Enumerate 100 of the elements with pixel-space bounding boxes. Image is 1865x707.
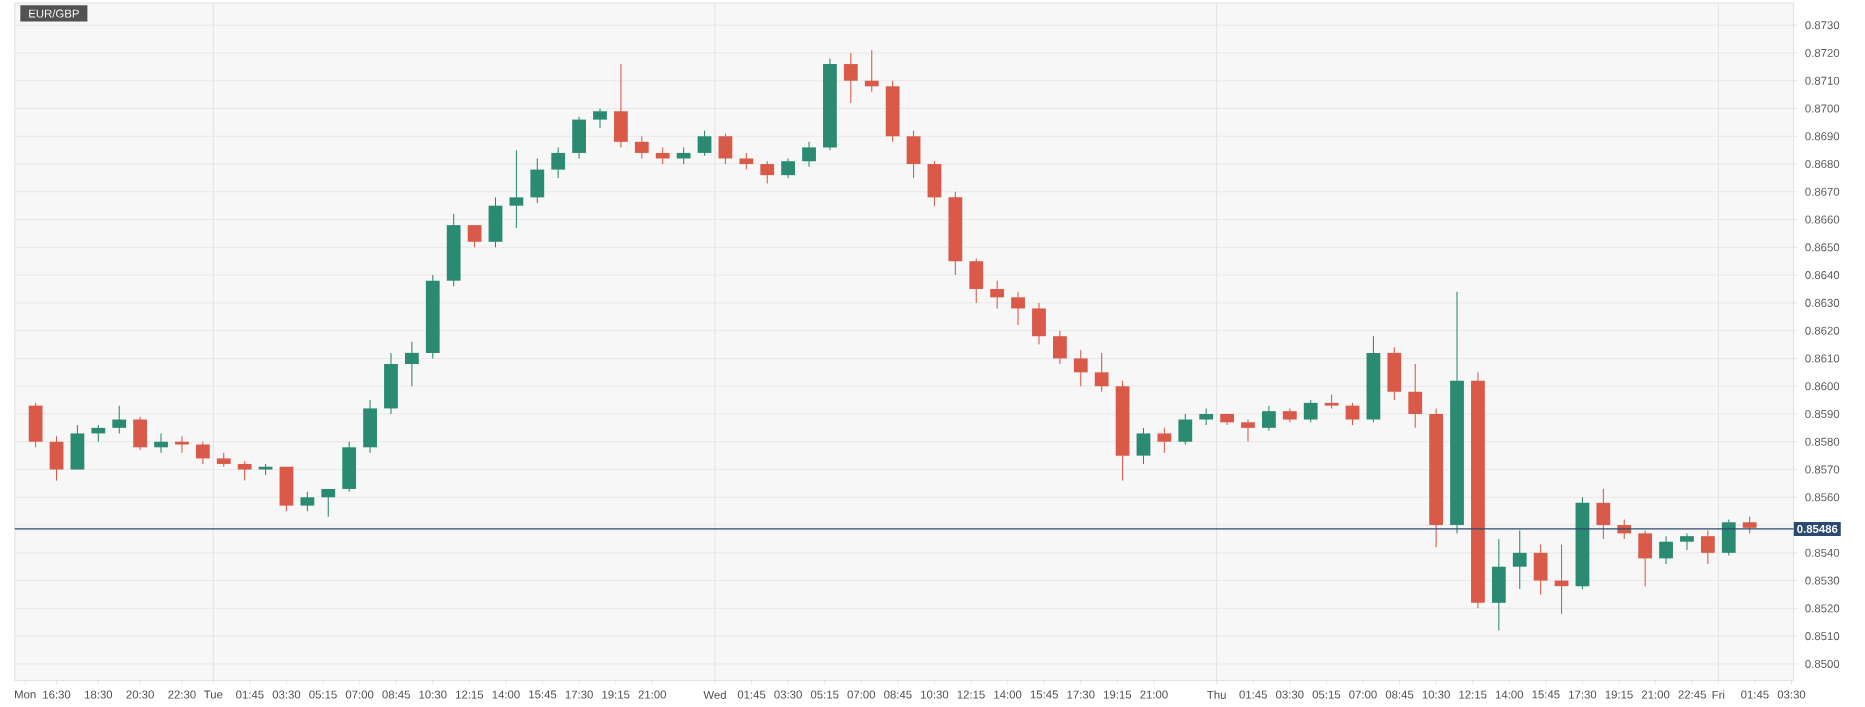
x-tick-label: 12:15 bbox=[1459, 690, 1487, 699]
candlestick bbox=[1178, 413, 1193, 445]
candlestick bbox=[634, 135, 649, 159]
y-tick-label: 0.8560 bbox=[1805, 493, 1840, 502]
candlestick bbox=[509, 149, 524, 229]
y-tick-label: 0.8710 bbox=[1805, 76, 1840, 85]
x-tick-label: Fri bbox=[1712, 690, 1725, 699]
y-tick-label: 0.8730 bbox=[1805, 20, 1840, 30]
y-tick-label: 0.8610 bbox=[1805, 354, 1840, 363]
candlestick bbox=[1241, 418, 1255, 443]
candlestick bbox=[697, 130, 712, 157]
y-tick-label: 0.8530 bbox=[1805, 576, 1840, 585]
x-tick-label: 16:30 bbox=[43, 690, 71, 699]
y-tick-label: 0.8660 bbox=[1805, 215, 1840, 224]
x-tick-label: Wed bbox=[703, 690, 726, 699]
x-tick-label: 15:45 bbox=[1030, 690, 1058, 699]
candlestick bbox=[551, 146, 566, 179]
candlestick bbox=[990, 279, 1005, 309]
candlestick bbox=[404, 341, 419, 387]
x-tick-label: 03:30 bbox=[1276, 690, 1304, 699]
y-tick-label: 0.8540 bbox=[1805, 548, 1840, 557]
candlestick bbox=[1262, 404, 1276, 431]
x-tick-label: Mon bbox=[15, 690, 36, 699]
x-tick-label: Thu bbox=[1207, 690, 1226, 699]
y-tick-label: 0.8690 bbox=[1805, 132, 1840, 141]
y-tick-label: 0.8600 bbox=[1805, 382, 1840, 391]
x-tick-label: 22:45 bbox=[1678, 690, 1706, 699]
candlestick bbox=[1136, 427, 1151, 465]
candlestick bbox=[1073, 349, 1088, 387]
x-tick-label: 17:30 bbox=[1569, 690, 1597, 699]
candlestick bbox=[195, 441, 210, 465]
x-tick-label: 10:30 bbox=[1422, 690, 1450, 699]
candlestick bbox=[1094, 352, 1109, 393]
candlestick bbox=[1700, 529, 1715, 565]
y-tick-label: 0.8520 bbox=[1805, 604, 1840, 613]
candlestick bbox=[1011, 291, 1025, 326]
x-tick-label: 20:30 bbox=[126, 690, 154, 699]
y-tick-label: 0.8720 bbox=[1805, 48, 1840, 57]
x-tick-label: 03:30 bbox=[774, 690, 802, 699]
x-tick-label: 22:30 bbox=[168, 690, 196, 699]
ref-line-label: 0.85486 bbox=[1797, 524, 1838, 533]
x-tick-label: 19:15 bbox=[1605, 690, 1633, 699]
x-tick-label: 10:30 bbox=[419, 690, 447, 699]
candlestick bbox=[1052, 329, 1067, 365]
x-tick-label: 14:00 bbox=[994, 690, 1022, 699]
x-tick-label: Tue bbox=[203, 690, 223, 699]
y-tick-label: 0.8580 bbox=[1805, 437, 1840, 446]
candlestick bbox=[1680, 532, 1694, 551]
x-tick-label: 08:45 bbox=[884, 690, 912, 699]
candlestick bbox=[1303, 399, 1318, 423]
candlestick bbox=[237, 460, 252, 481]
candlestick bbox=[1345, 402, 1360, 426]
y-tick-label: 0.8650 bbox=[1805, 243, 1840, 252]
candlestick bbox=[300, 491, 315, 512]
candlestick bbox=[1512, 529, 1527, 590]
x-tick-label: 07:00 bbox=[847, 690, 876, 699]
candlestick bbox=[321, 488, 336, 518]
x-tick-label: 08:45 bbox=[1385, 690, 1414, 699]
x-tick-label: 05:15 bbox=[309, 690, 337, 699]
y-tick-label: 0.8590 bbox=[1805, 409, 1840, 418]
x-tick-label: 08:45 bbox=[382, 690, 410, 699]
candlestick bbox=[760, 160, 775, 184]
x-tick-label: 07:00 bbox=[1349, 690, 1377, 699]
candlestick bbox=[1659, 535, 1673, 565]
x-tick-label: 03:30 bbox=[1777, 690, 1806, 699]
x-tick-label: 05:15 bbox=[810, 690, 839, 699]
x-tick-label: 21:00 bbox=[638, 690, 667, 699]
y-tick-label: 0.8510 bbox=[1805, 631, 1840, 640]
candlestick bbox=[175, 435, 189, 454]
chart-title: EUR/GBP bbox=[29, 9, 79, 18]
x-tick-label: 07:00 bbox=[345, 690, 374, 699]
candlestick bbox=[154, 432, 168, 454]
x-tick-label: 19:15 bbox=[602, 690, 630, 699]
y-tick-label: 0.8670 bbox=[1805, 187, 1840, 196]
y-tick-label: 0.8620 bbox=[1805, 326, 1840, 335]
x-tick-label: 21:00 bbox=[1641, 690, 1670, 699]
x-tick-label: 21:00 bbox=[1140, 690, 1168, 699]
x-tick-label: 12:15 bbox=[456, 690, 484, 699]
candlestick bbox=[718, 132, 733, 165]
x-tick-label: 17:30 bbox=[565, 690, 593, 699]
x-tick-label: 10:30 bbox=[921, 690, 949, 699]
x-tick-label: 19:15 bbox=[1103, 690, 1132, 699]
x-tick-label: 17:30 bbox=[1067, 690, 1095, 699]
x-tick-label: 14:00 bbox=[1495, 690, 1524, 699]
candlestick bbox=[843, 52, 858, 104]
y-tick-label: 0.8700 bbox=[1805, 104, 1840, 113]
x-tick-label: 12:15 bbox=[957, 690, 985, 699]
x-tick-label: 01:45 bbox=[236, 690, 264, 699]
x-tick-label: 15:45 bbox=[529, 690, 557, 699]
candlestick bbox=[864, 49, 879, 93]
x-tick-label: 18:30 bbox=[84, 690, 113, 699]
y-tick-label: 0.8680 bbox=[1805, 159, 1840, 168]
candlestick bbox=[802, 141, 816, 168]
y-tick-label: 0.8640 bbox=[1805, 270, 1840, 279]
x-tick-label: 14:00 bbox=[492, 690, 520, 699]
y-tick-label: 0.8570 bbox=[1805, 465, 1840, 474]
candlestick bbox=[593, 107, 607, 129]
x-tick-label: 01:45 bbox=[1741, 690, 1769, 699]
x-tick-label: 01:45 bbox=[737, 690, 766, 699]
candlestick bbox=[781, 157, 796, 179]
